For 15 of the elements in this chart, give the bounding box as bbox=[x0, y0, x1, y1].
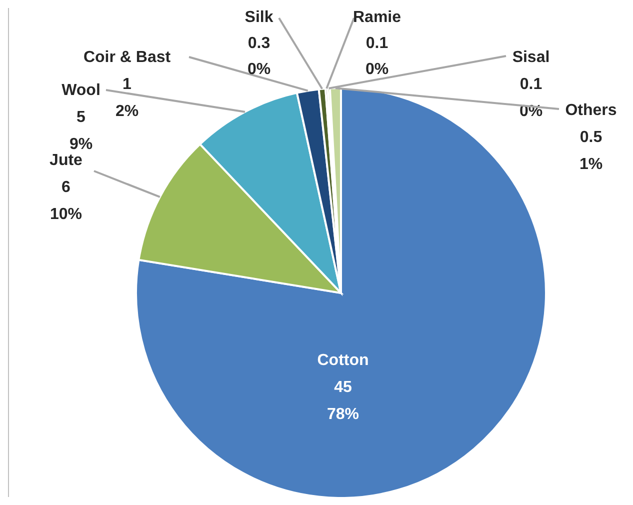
slice-label: Cotton bbox=[317, 352, 369, 369]
data-label: 0.3 0% bbox=[247, 35, 271, 78]
slice-label: Jute bbox=[50, 152, 83, 169]
data-label: 6 10% bbox=[50, 179, 82, 223]
slice-label: Silk bbox=[244, 9, 274, 26]
data-label: 1 2% bbox=[115, 76, 139, 120]
data-label: 5 9% bbox=[69, 109, 93, 153]
data-label: 0.1 0% bbox=[365, 35, 389, 78]
slice-label: Sisal bbox=[512, 49, 550, 66]
slice-label: Ramie bbox=[352, 9, 402, 26]
slice-label: Coir & Bast bbox=[83, 49, 172, 66]
data-label: 0.5 1% bbox=[579, 129, 603, 173]
slice-label: Wool bbox=[62, 82, 100, 99]
slice-label: Others bbox=[565, 102, 617, 119]
data-label: 45 78% bbox=[326, 379, 360, 423]
